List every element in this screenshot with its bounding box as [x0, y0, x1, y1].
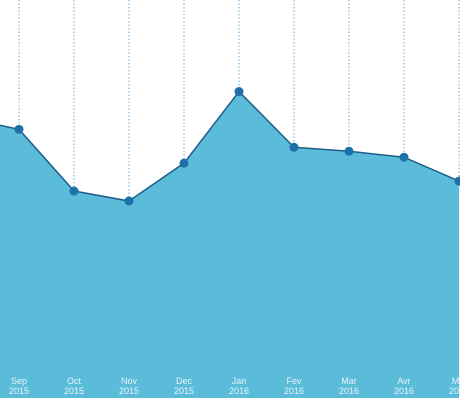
x-tick-month-label: Avr	[397, 376, 410, 386]
x-tick-year-label: 2016	[284, 386, 304, 396]
data-point[interactable]	[124, 196, 134, 206]
data-point[interactable]	[14, 124, 24, 134]
data-points	[14, 87, 460, 206]
x-tick-month-label: Nov	[121, 376, 138, 386]
x-axis-tick-labels: Aoû2015Sep2015Oct2015Nov2015Dec2015Jan20…	[9, 376, 460, 396]
x-tick-month-label: Oct	[67, 376, 82, 386]
area-fill	[0, 91, 459, 398]
x-tick-month-label: Dec	[176, 376, 193, 386]
data-point[interactable]	[344, 146, 354, 156]
x-tick-year-label: 2015	[64, 386, 84, 396]
x-tick-month-label: Fev	[286, 376, 302, 386]
data-point[interactable]	[399, 152, 409, 162]
x-tick-year-label: 2016	[229, 386, 249, 396]
series-line	[0, 90, 460, 202]
x-tick-year-label: 2015	[119, 386, 139, 396]
data-point[interactable]	[289, 142, 299, 152]
data-point[interactable]	[179, 158, 189, 168]
x-tick-year-label: 2016	[339, 386, 359, 396]
data-point[interactable]	[234, 87, 244, 97]
x-tick-year-label: 2016	[394, 386, 414, 396]
x-tick-month-label: Mar	[341, 376, 357, 386]
inner-gridlines	[18, 91, 460, 398]
data-point[interactable]	[454, 176, 460, 186]
x-tick-month-label: Sep	[11, 376, 27, 386]
data-point[interactable]	[69, 186, 79, 196]
x-tick-month-label: Jan	[232, 376, 247, 386]
x-tick-year-label: 2016	[449, 386, 460, 396]
vertical-gridlines	[18, 0, 460, 201]
x-tick-month-label: Mai	[452, 376, 460, 386]
x-tick-year-label: 2015	[9, 386, 29, 396]
x-tick-year-label: 2015	[174, 386, 194, 396]
